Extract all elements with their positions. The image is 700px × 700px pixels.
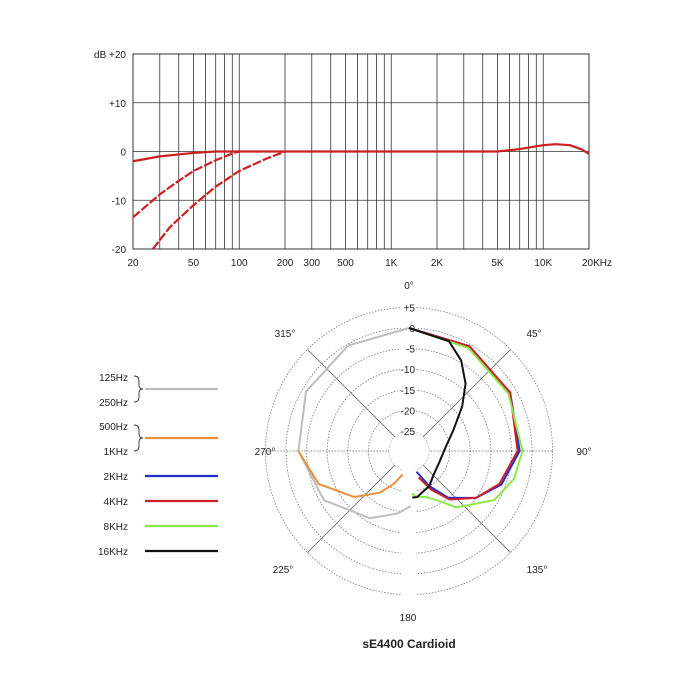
polar-angle-label: 0° <box>404 281 414 292</box>
y-tick-label: -20 <box>112 245 127 256</box>
legend-label: 1KHz <box>104 447 128 458</box>
legend-label: 250Hz <box>99 398 128 409</box>
y-tick-label: 0 <box>120 148 126 159</box>
polar-db-label: -20 <box>401 406 416 417</box>
polar-series-line <box>408 327 521 499</box>
x-tick-label: 300 <box>303 258 320 269</box>
polar-gap <box>401 470 416 600</box>
frequency-series-line <box>132 150 240 219</box>
y-tick-label: dB +20 <box>94 50 126 61</box>
legend-label: 16KHz <box>98 547 128 558</box>
x-tick-label: 10K <box>534 258 552 269</box>
x-tick-label: 1K <box>385 258 398 269</box>
polar-series-line <box>408 327 467 499</box>
x-tick-label: 50 <box>188 258 200 269</box>
x-tick-label: 5K <box>491 258 504 269</box>
polar-series-line <box>408 327 519 501</box>
polar-angle-label: 225° <box>273 565 294 576</box>
polar-series-line <box>297 450 404 498</box>
x-tick-label: 2K <box>431 258 444 269</box>
x-tick-label: 100 <box>231 258 248 269</box>
x-tick-label: 500 <box>337 258 354 269</box>
polar-legend: 125Hz 250Hz 500Hz 1KHz 2KHz 4KHz 8KHz 16KHz <box>98 373 218 558</box>
polar-db-label: -15 <box>401 386 416 397</box>
polar-title: sE4400 Cardioid <box>362 637 455 651</box>
legend-label: 4KHz <box>104 497 128 508</box>
polar-angle-label: 135° <box>527 565 548 576</box>
plot-frame <box>132 53 590 250</box>
legend-brace <box>133 375 144 403</box>
x-tick-label: 20 <box>127 258 139 269</box>
legend-label: 500Hz <box>99 422 128 433</box>
polar-angle-label: 315° <box>275 329 296 340</box>
legend-label: 2KHz <box>104 472 128 483</box>
polar-angle-label: 45° <box>526 329 541 340</box>
legend-label: 8KHz <box>104 522 128 533</box>
x-tick-label: 200 <box>277 258 294 269</box>
polar-db-label: -25 <box>401 427 416 438</box>
polar-pattern-chart: +50-5-10-15-20-250°45°90°135°180225°270°… <box>255 281 592 651</box>
polar-center-disk <box>389 431 429 471</box>
polar-db-label: +5 <box>404 303 416 314</box>
polar-series-line <box>408 327 524 509</box>
polar-angle-label: 180 <box>400 613 417 624</box>
y-tick-label: -10 <box>112 196 127 207</box>
legend-label: 125Hz <box>99 373 128 384</box>
frequency-series-line <box>151 150 286 250</box>
polar-series-line <box>297 327 412 520</box>
x-tick-label: 20KHz <box>582 258 612 269</box>
frequency-series-line <box>132 143 590 163</box>
polar-db-label: -10 <box>401 365 416 376</box>
polar-angle-label: 90° <box>576 447 591 458</box>
legend-brace <box>133 424 144 452</box>
polar-db-label: -5 <box>406 345 415 356</box>
y-tick-label: +10 <box>109 99 126 110</box>
polar-angle-label: 270° <box>255 447 276 458</box>
polar-label-column <box>401 300 416 431</box>
